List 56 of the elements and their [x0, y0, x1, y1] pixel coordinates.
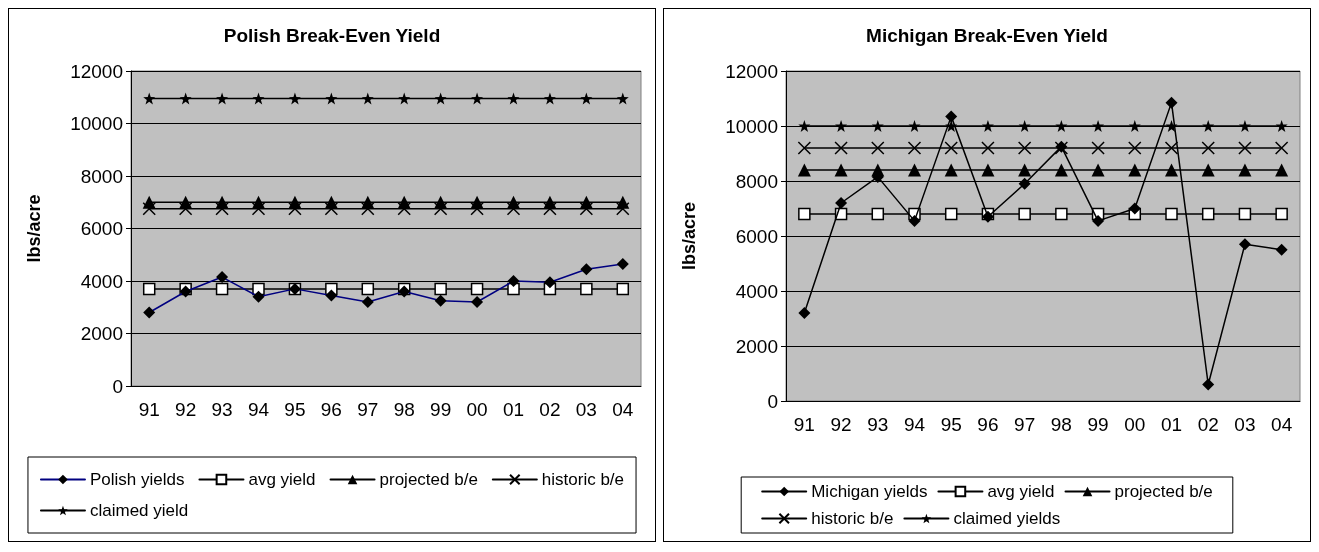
- x-tick-label: 98: [393, 399, 415, 420]
- y-tick-label: 6000: [735, 225, 778, 247]
- y-tick-label: 12000: [725, 60, 778, 82]
- x-tick-label: 96: [320, 399, 342, 420]
- y-tick-label: 4000: [735, 280, 778, 302]
- x-tick-label: 97: [357, 399, 379, 420]
- y-tick-label: 2000: [735, 335, 778, 357]
- x-tick-label: 03: [1234, 414, 1256, 435]
- x-tick-label: 97: [1014, 414, 1036, 435]
- y-tick-label: 0: [112, 375, 123, 397]
- y-tick-label: 12000: [70, 60, 123, 82]
- legend-label: historic b/e: [541, 470, 625, 489]
- y-axis-title: lbs/acre: [679, 201, 699, 271]
- x-tick-label: 91: [138, 399, 160, 420]
- x-tick-label: 96: [977, 414, 999, 435]
- x-tick-label: 93: [211, 399, 233, 420]
- x-tick-label: 01: [1160, 414, 1183, 435]
- y-tick-label: 0: [767, 390, 778, 412]
- chart-title: Michigan Break-Even Yield: [866, 25, 1108, 46]
- legend-label: avg yield: [248, 470, 316, 489]
- x-tick-label: 00: [466, 399, 488, 420]
- x-tick-label: 91: [793, 414, 815, 435]
- x-tick-label: 00: [1124, 414, 1146, 435]
- x-tick-label: 01: [502, 399, 525, 420]
- legend-label: projected b/e: [379, 470, 478, 489]
- x-tick-label: 99: [1087, 414, 1109, 435]
- legend-label: Michigan yields: [811, 482, 928, 501]
- y-tick-label: 4000: [80, 270, 123, 292]
- y-axis-title: lbs/acre: [24, 194, 44, 263]
- legend-label: historic b/e: [811, 509, 894, 528]
- y-tick-label: 2000: [80, 323, 123, 344]
- x-tick-label: 04: [612, 399, 634, 420]
- y-tick-label: 8000: [735, 170, 778, 192]
- y-tick-label: 10000: [725, 115, 778, 137]
- x-tick-label: 94: [903, 414, 926, 435]
- x-tick-label: 93: [867, 414, 889, 435]
- legend-label: Polish yields: [89, 470, 185, 489]
- x-tick-label: 98: [1050, 414, 1072, 435]
- x-tick-label: 04: [1271, 414, 1293, 435]
- y-tick-label: 10000: [70, 113, 123, 134]
- legend-label: projected b/e: [1114, 482, 1213, 501]
- legend-label: claimed yields: [953, 509, 1061, 528]
- x-tick-label: 92: [830, 414, 852, 435]
- legend-label: claimed yield: [89, 501, 189, 520]
- chart-title: Polish Break-Even Yield: [223, 25, 441, 46]
- x-tick-label: 92: [175, 399, 197, 420]
- y-tick-label: 6000: [80, 218, 123, 239]
- x-tick-label: 02: [539, 399, 561, 420]
- legend-label: avg yield: [987, 482, 1055, 501]
- x-tick-label: 95: [284, 399, 306, 420]
- x-tick-label: 02: [1197, 414, 1219, 435]
- x-tick-label: 95: [940, 414, 962, 435]
- x-tick-label: 94: [247, 399, 270, 420]
- x-tick-label: 03: [575, 399, 597, 420]
- y-tick-label: 8000: [80, 165, 123, 187]
- x-tick-label: 99: [430, 399, 452, 420]
